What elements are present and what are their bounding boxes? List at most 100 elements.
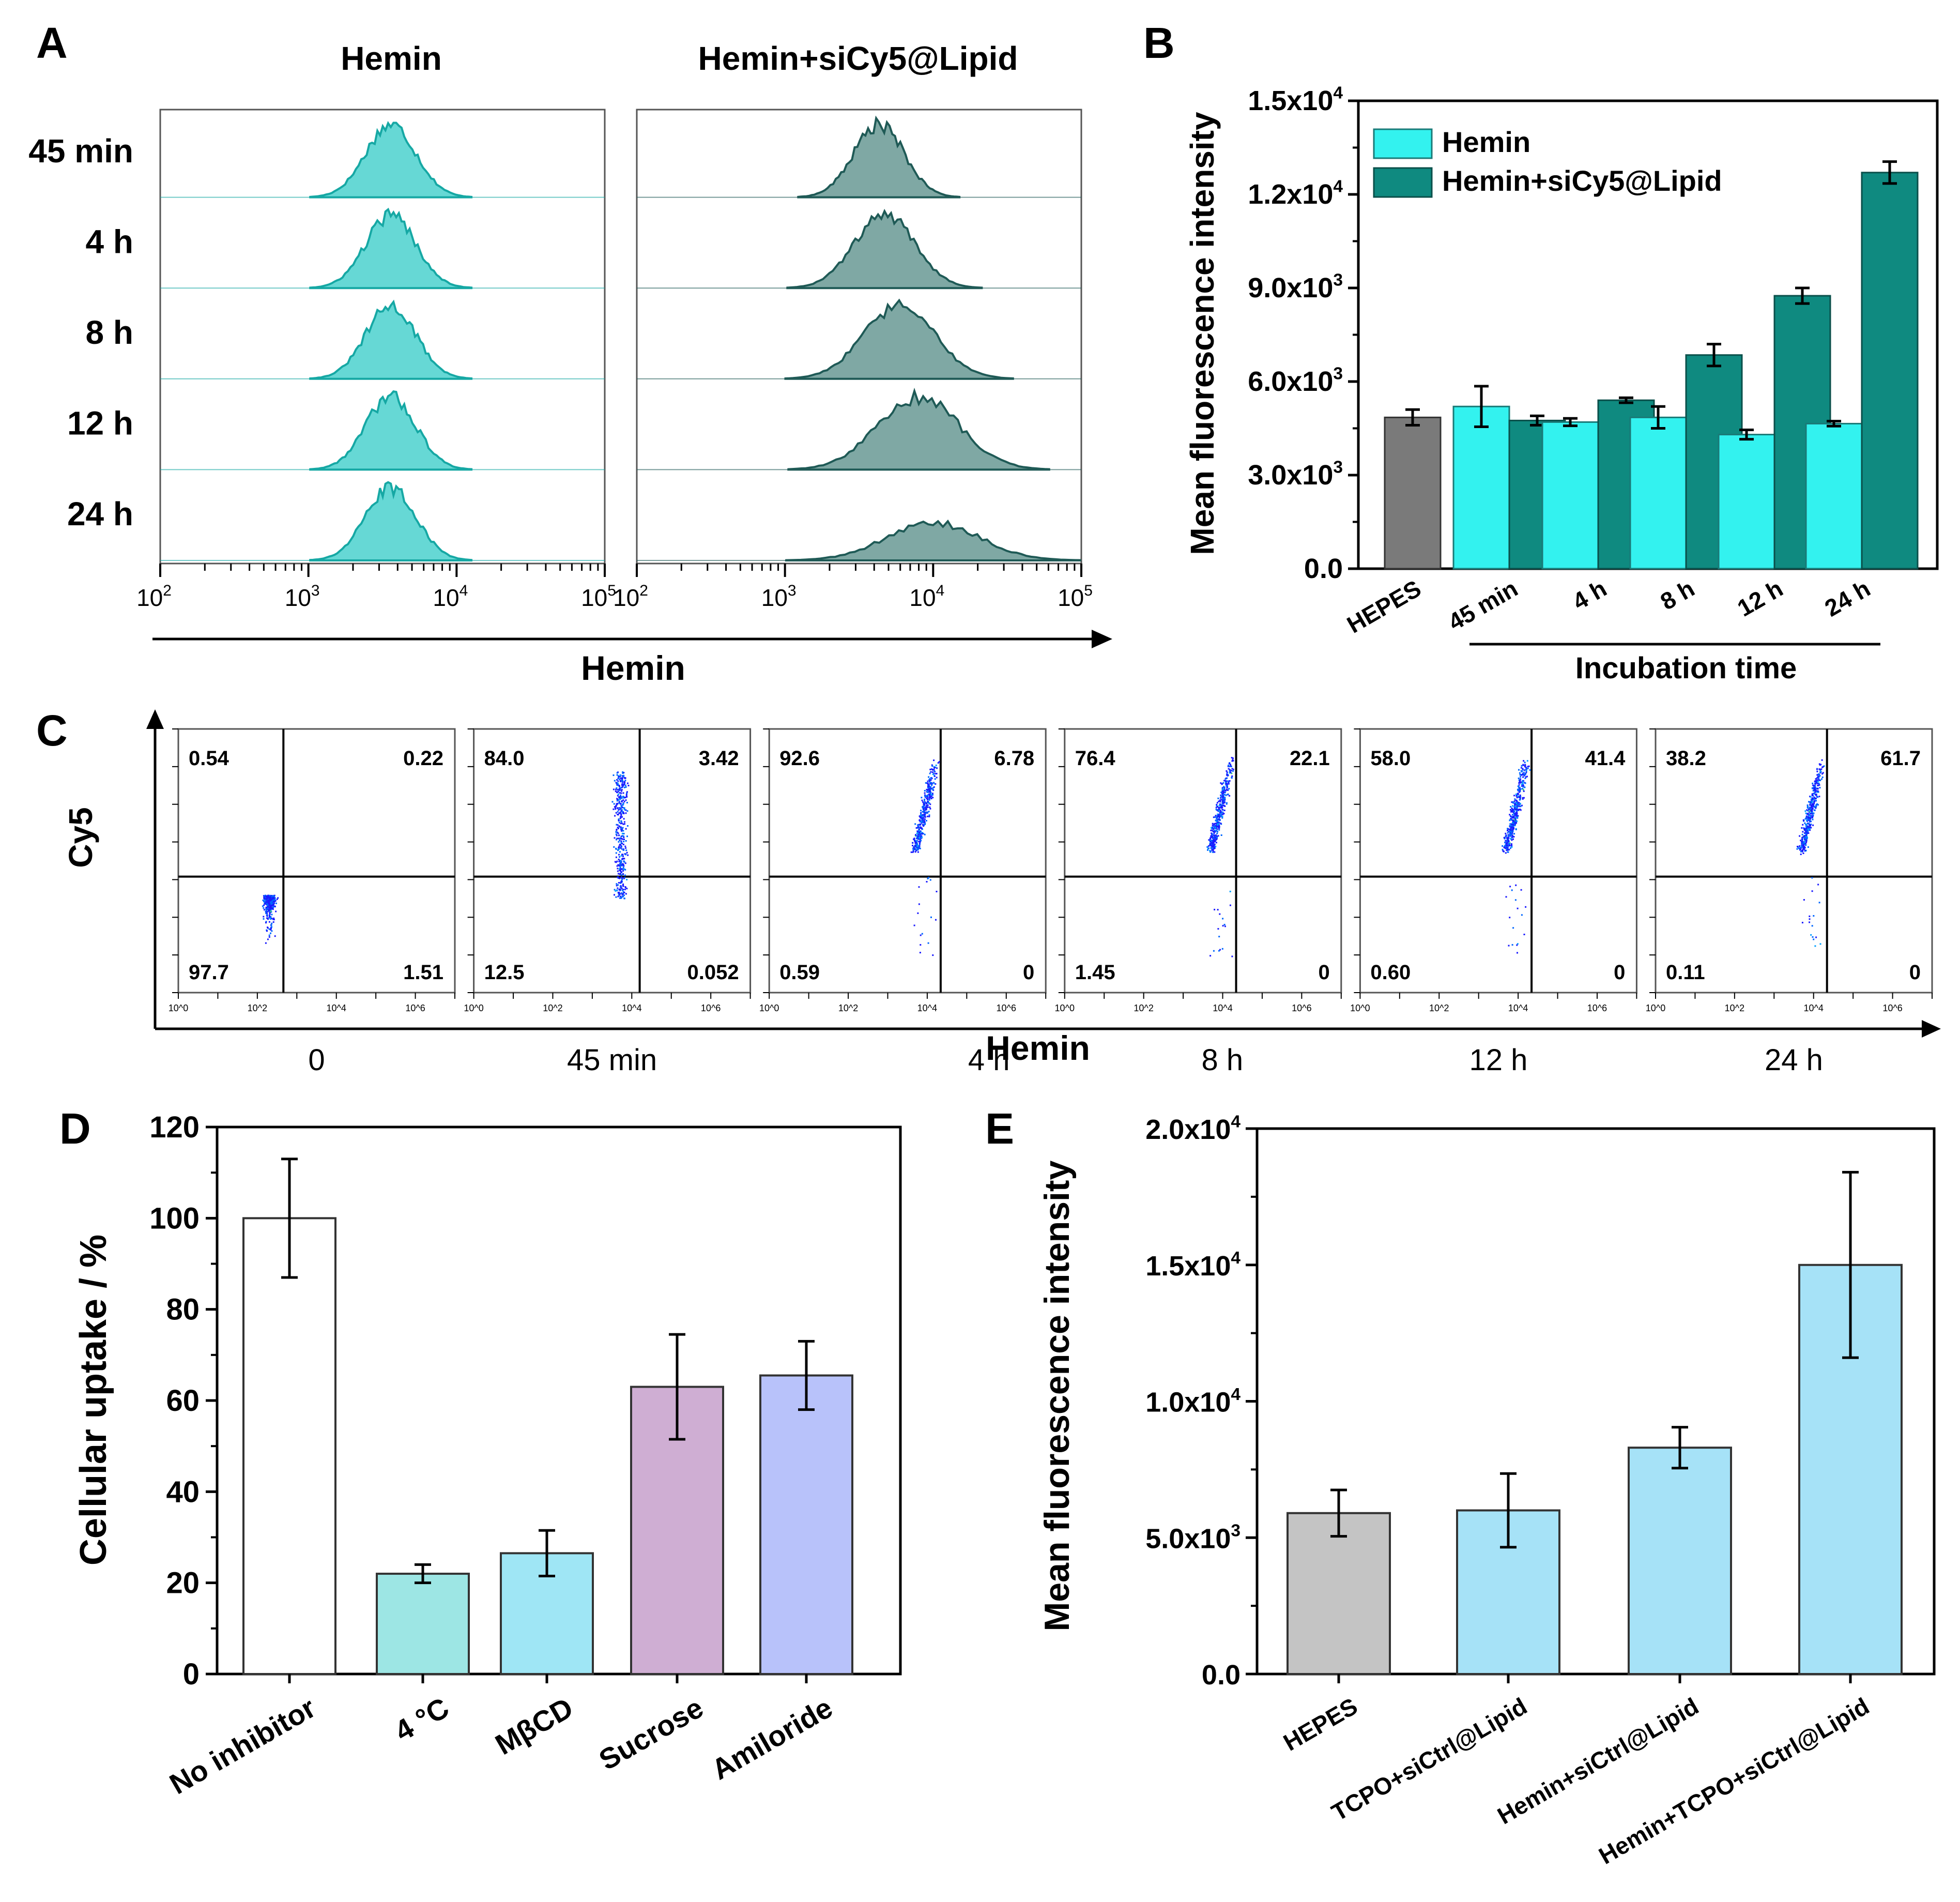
y-tick-label: 1.5x104 bbox=[1145, 1249, 1241, 1282]
error-bar bbox=[1882, 160, 1897, 185]
bar bbox=[242, 1217, 336, 1675]
axis-tick-label: 10^2 bbox=[1134, 1003, 1153, 1013]
error-bar bbox=[1619, 396, 1633, 404]
dot-plot-frame bbox=[1359, 728, 1637, 994]
quadrant-ll-value: 0.60 bbox=[1370, 961, 1411, 984]
quadrant-lr-value: 0 bbox=[1909, 961, 1921, 984]
axis-tick-label: 10^2 bbox=[838, 1003, 858, 1013]
y-tick-label: 0 bbox=[183, 1657, 200, 1691]
histogram-peak bbox=[309, 207, 473, 290]
error-bar bbox=[1795, 286, 1810, 305]
axis-tick-label: 10^6 bbox=[997, 1003, 1016, 1013]
error-bar bbox=[1330, 1488, 1347, 1538]
time-label: 4 h bbox=[968, 1043, 1010, 1077]
quadrant-ur-value: 61.7 bbox=[1880, 747, 1921, 770]
panel-a: A Hemin Hemin+siCy5@Lipid 45 min 4 h 8 h 12 h 2… bbox=[28, 19, 1112, 687]
dot-plot-frame bbox=[177, 728, 456, 994]
quadrant-lr-value: 1.51 bbox=[403, 961, 443, 984]
error-bar bbox=[1500, 1472, 1517, 1549]
error-bar bbox=[539, 1529, 555, 1577]
axis-tick-label: 105 bbox=[581, 582, 616, 611]
axis-tick-label: 10^6 bbox=[1587, 1003, 1607, 1013]
axis-tick-label: 103 bbox=[285, 582, 320, 611]
quadrant-ll-value: 0.11 bbox=[1666, 961, 1705, 984]
event-cloud bbox=[1502, 760, 1531, 954]
panel-b-letter: B bbox=[1143, 19, 1175, 67]
bar-hemin bbox=[1718, 434, 1775, 570]
quadrant-lr-value: 0 bbox=[1614, 961, 1625, 984]
y-tick-label: 1.0x104 bbox=[1145, 1385, 1241, 1418]
bar-hemin bbox=[1805, 422, 1863, 570]
y-tick-label: 20 bbox=[166, 1566, 200, 1600]
axis-tick-label: 10^6 bbox=[1882, 1003, 1902, 1013]
axis-tick-label: 10^4 bbox=[917, 1003, 937, 1013]
quadrant-ul-value: 76.4 bbox=[1075, 747, 1116, 770]
quadrant-ul-value: 0.54 bbox=[189, 747, 229, 770]
histogram-peak bbox=[797, 115, 961, 199]
bar-hemin bbox=[1452, 405, 1510, 570]
legend-label-hemin: Hemin bbox=[1442, 126, 1530, 158]
histogram-peak bbox=[784, 298, 1014, 380]
histogram-frame bbox=[159, 109, 606, 565]
panel-c-x-label: Hemin bbox=[986, 1029, 1090, 1067]
dot-plot: 10^0 10^2 10^4 10^6 84.0 3.42 12.5 0.052 45 min bbox=[464, 728, 752, 1077]
y-axis-label: Mean fluorescence intensity bbox=[1037, 1160, 1077, 1631]
panel-b: B 0.0 3.0x103 6.0x103 9.0x103 1.2x104 1.5x104 M… bbox=[1143, 19, 1939, 685]
dot-plot: 10^0 10^2 10^4 10^6 92.6 6.78 0.59 0 4 h bbox=[759, 728, 1047, 1077]
y-tick-label: 2.0x104 bbox=[1145, 1112, 1241, 1145]
quadrant-ll-value: 1.45 bbox=[1075, 961, 1115, 984]
y-tick-label: 0.0 bbox=[1304, 553, 1343, 584]
error-bar bbox=[415, 1563, 431, 1585]
y-tick-label: 1.5x104 bbox=[1248, 83, 1343, 116]
panel-a-row-label: 45 min bbox=[28, 132, 133, 170]
axis-tick-label: 10^0 bbox=[759, 1003, 779, 1013]
event-cloud bbox=[262, 894, 279, 944]
axis-tick-label: 105 bbox=[1058, 582, 1093, 611]
dot-plot: 10^0 10^2 10^4 10^6 58.0 41.4 0.60 0 12 h bbox=[1350, 728, 1637, 1077]
panel-a-x-label: Hemin bbox=[581, 649, 685, 687]
quadrant-ll-value: 97.7 bbox=[189, 961, 229, 984]
axis-tick-label: 10^0 bbox=[1055, 1003, 1075, 1013]
histogram-peak bbox=[309, 121, 473, 199]
axis-tick-label: 10^2 bbox=[248, 1003, 267, 1013]
bar-hemin bbox=[1629, 416, 1687, 570]
panel-a-arrowhead bbox=[1092, 630, 1112, 648]
bar-hemin-lipid bbox=[1861, 172, 1919, 570]
histogram-peak bbox=[309, 299, 473, 380]
time-label: 0 bbox=[308, 1043, 325, 1077]
axis-tick-label: 10^0 bbox=[1350, 1003, 1370, 1013]
dot-plot: 10^0 10^2 10^4 10^6 76.4 22.1 1.45 0 8 h bbox=[1055, 728, 1342, 1077]
y-tick-label: 6.0x103 bbox=[1248, 364, 1343, 397]
panel-a-row-label: 8 h bbox=[86, 314, 133, 351]
event-cloud bbox=[1206, 757, 1234, 957]
time-label: 24 h bbox=[1765, 1043, 1823, 1077]
axis-tick-label: 10^6 bbox=[701, 1003, 721, 1013]
error-bar bbox=[1739, 429, 1754, 441]
histogram-peak bbox=[309, 390, 473, 471]
event-cloud bbox=[611, 771, 630, 900]
histogram-peak bbox=[785, 519, 1081, 561]
axis-tick-label: 10^4 bbox=[1508, 1003, 1528, 1013]
axis-tick-label: 104 bbox=[433, 582, 468, 611]
y-axis-label: Cellular uptake / % bbox=[73, 1235, 114, 1565]
bar bbox=[1628, 1447, 1732, 1676]
quadrant-ur-value: 3.42 bbox=[699, 747, 739, 770]
panel-c-letter: C bbox=[36, 706, 68, 755]
quadrant-ur-value: 22.1 bbox=[1290, 747, 1330, 770]
quadrant-ll-value: 12.5 bbox=[484, 961, 525, 984]
histogram-peak bbox=[786, 208, 983, 290]
bar bbox=[376, 1573, 470, 1676]
panel-a-title-hemin: Hemin bbox=[341, 40, 442, 77]
error-bar bbox=[1474, 385, 1489, 428]
panel-d-letter: D bbox=[59, 1104, 91, 1153]
axis-tick-label: 10^2 bbox=[1725, 1003, 1744, 1013]
histogram-peak bbox=[787, 387, 1050, 471]
error-bar bbox=[1827, 420, 1841, 428]
quadrant-lr-value: 0 bbox=[1319, 961, 1330, 984]
event-cloud bbox=[910, 759, 940, 956]
axis-tick-label: 102 bbox=[136, 582, 172, 611]
error-bar bbox=[1842, 1170, 1859, 1359]
histogram-peak bbox=[309, 481, 473, 561]
error-bar bbox=[1405, 408, 1420, 427]
quadrant-ul-value: 38.2 bbox=[1666, 747, 1706, 770]
